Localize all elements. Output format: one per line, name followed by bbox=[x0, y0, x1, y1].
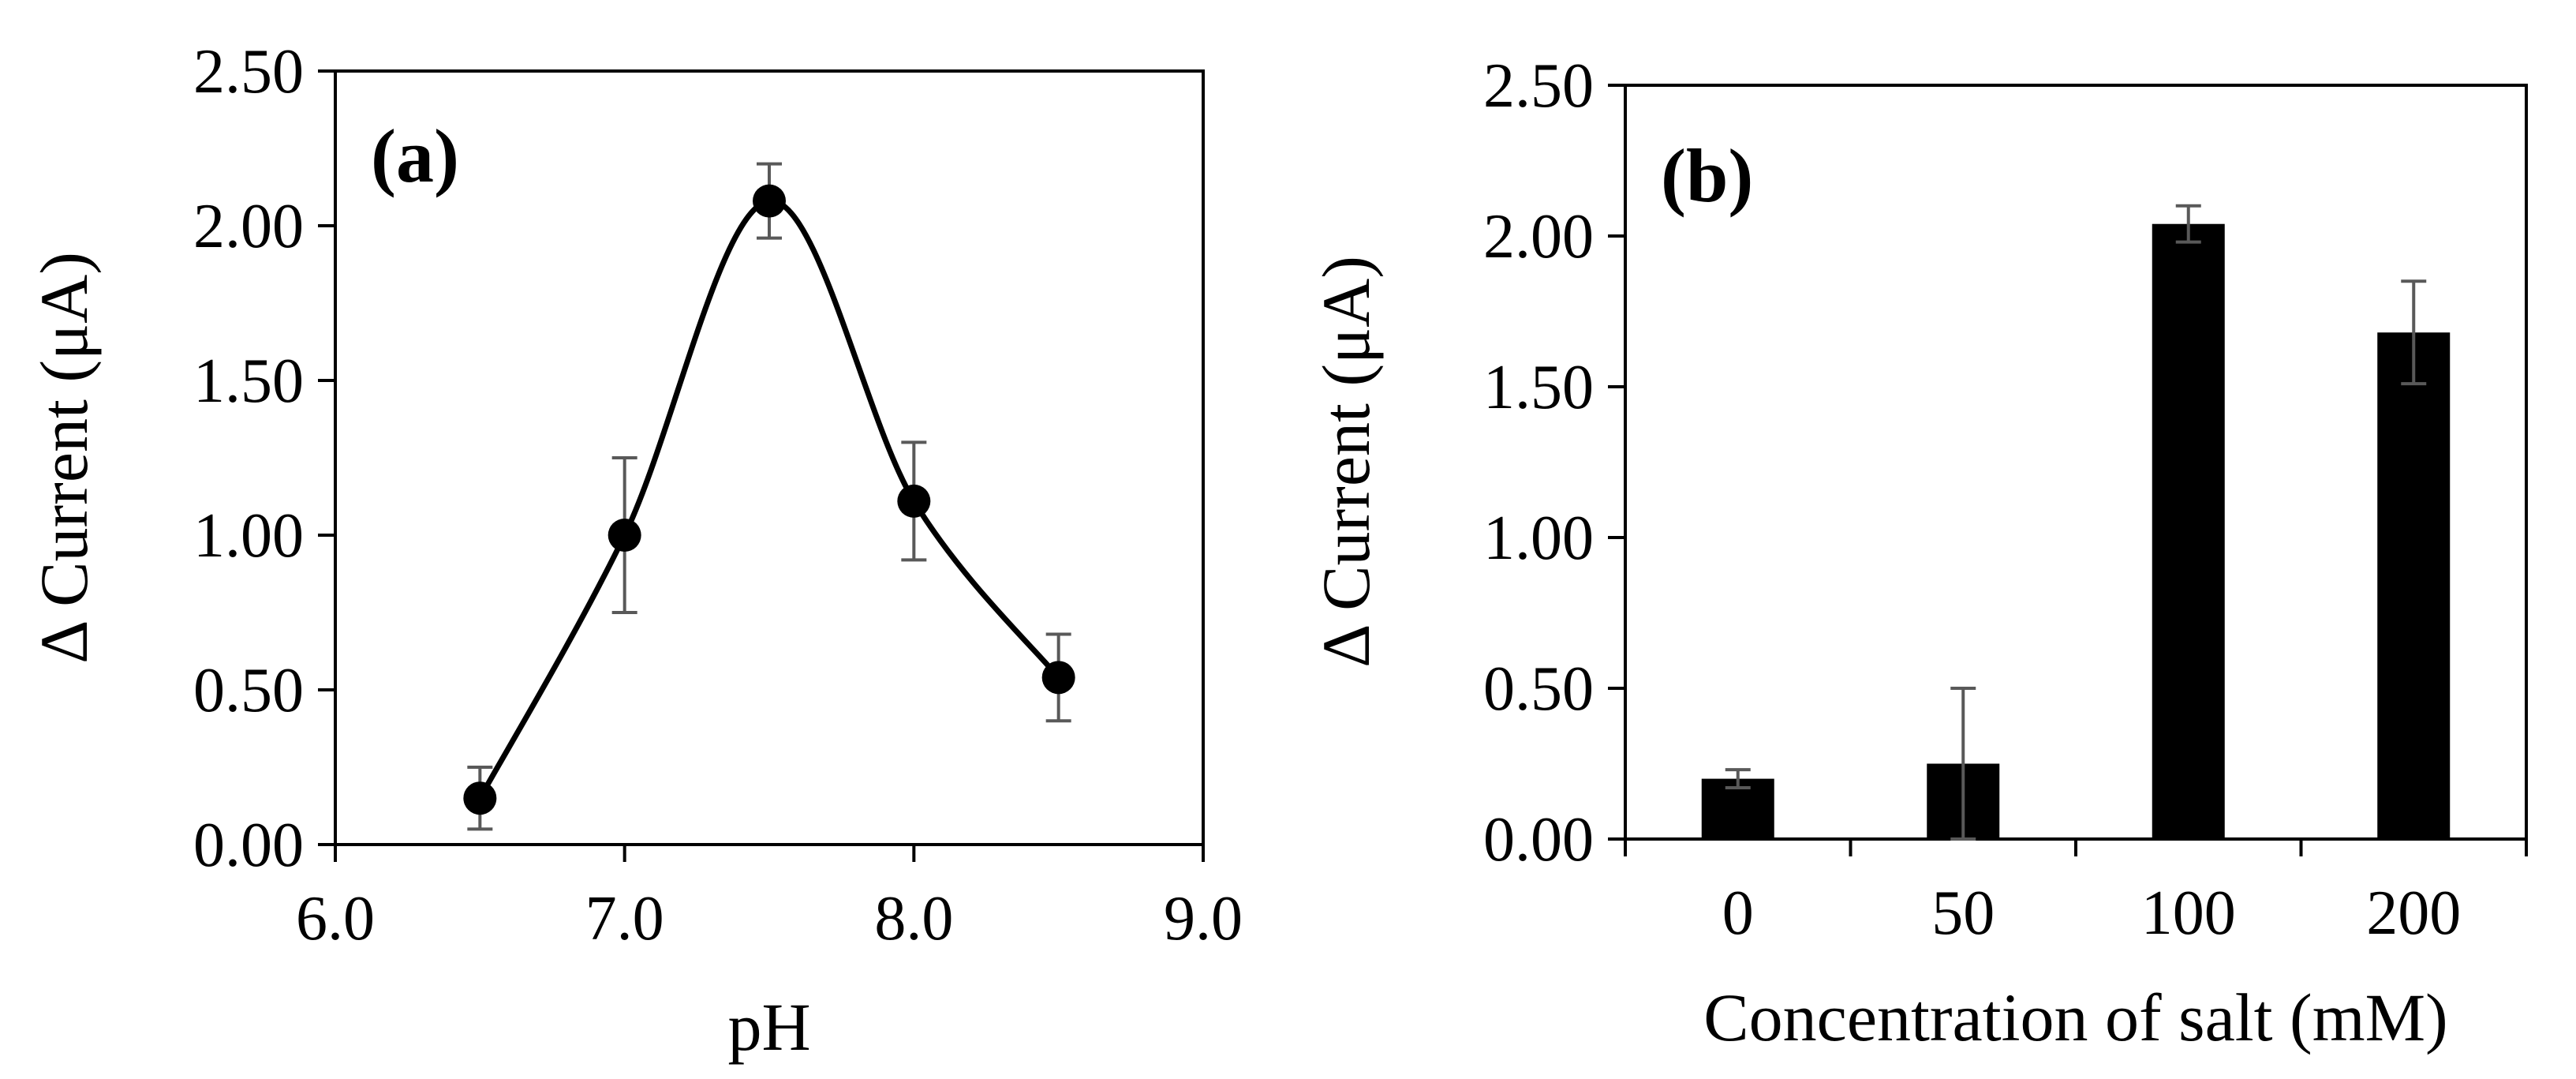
panel-b-y-tick-label: 2.50 bbox=[1483, 51, 1594, 121]
panel-a-error-bars bbox=[467, 162, 1071, 831]
panel-a-x-tick-label: 8.0 bbox=[874, 884, 953, 953]
panel-a-y-axis-title: Δ Current (μA) bbox=[26, 252, 102, 664]
panel-b-bars bbox=[1701, 223, 2451, 840]
panel-a-x-tick-label: 9.0 bbox=[1164, 884, 1243, 953]
panel-a-y-axis: 0.00 0.50 1.00 1.50 2.00 2.50 bbox=[193, 37, 335, 880]
panel-b-x-tick-label: 0 bbox=[1722, 879, 1754, 948]
panel-b-y-tick-label: 2.00 bbox=[1483, 202, 1594, 272]
panel-a-data-point bbox=[753, 184, 786, 218]
panel-a-x-axis: 6.0 7.0 8.0 9.0 bbox=[296, 845, 1243, 953]
panel-a-data-point bbox=[463, 781, 497, 815]
panel-b-y-tick-label: 1.50 bbox=[1483, 353, 1594, 422]
panel-a-y-tick-label: 1.50 bbox=[193, 347, 304, 416]
panel-b-x-tick-label: 50 bbox=[1931, 879, 1995, 948]
panel-b-y-axis-title: Δ Current (μA) bbox=[1308, 256, 1384, 668]
panel-a-y-tick-label: 2.00 bbox=[193, 192, 304, 261]
panel-a-data-point bbox=[1041, 661, 1075, 695]
panel-b-y-axis: 0.00 0.50 1.00 1.50 2.00 2.50 bbox=[1483, 51, 1625, 875]
panel-b-y-tick-label: 0.50 bbox=[1483, 654, 1594, 724]
panel-b-label: (b) bbox=[1661, 133, 1753, 218]
panel-a-data-point bbox=[608, 519, 641, 552]
panel-a-y-tick-label: 0.50 bbox=[193, 656, 304, 725]
panel-a-y-tick-label: 2.50 bbox=[193, 37, 304, 107]
panel-b-bar bbox=[2152, 223, 2225, 840]
panel-a-x-tick-label: 6.0 bbox=[296, 884, 375, 953]
panel-a-y-tick-label: 0.00 bbox=[193, 811, 304, 880]
panel-a-series-line bbox=[477, 198, 1061, 800]
panel-a-y-tick-label: 1.00 bbox=[193, 501, 304, 571]
panel-b-y-tick-label: 1.00 bbox=[1483, 504, 1594, 573]
panel-b-x-tick-label: 100 bbox=[2141, 879, 2236, 948]
panel-b-x-axis-title: Concentration of salt (mM) bbox=[1703, 980, 2447, 1055]
panel-a-plot-frame bbox=[334, 69, 1205, 846]
panel-b-x-tick-label: 200 bbox=[2366, 879, 2461, 948]
panel-b-bar-chart: 0.00 0.50 1.00 1.50 2.00 2.50 0 50 100 200 (b) C… bbox=[1308, 51, 2528, 1055]
panel-a-data-point bbox=[897, 484, 931, 518]
panel-a-markers bbox=[463, 184, 1075, 815]
panel-a-x-axis-title: pH bbox=[727, 989, 810, 1065]
panel-a-x-tick-label: 7.0 bbox=[585, 884, 664, 953]
panel-b-error-bars bbox=[1725, 204, 2427, 841]
panel-a-line-chart: 0.00 0.50 1.00 1.50 2.00 2.50 6.0 7.0 8.0 9.0 (a… bbox=[26, 37, 1243, 1065]
panel-b-bar bbox=[2377, 332, 2451, 839]
panel-b-x-axis: 0 50 100 200 bbox=[1624, 839, 2528, 948]
panel-a-label: (a) bbox=[371, 114, 459, 198]
panel-b-y-tick-label: 0.00 bbox=[1483, 805, 1594, 875]
